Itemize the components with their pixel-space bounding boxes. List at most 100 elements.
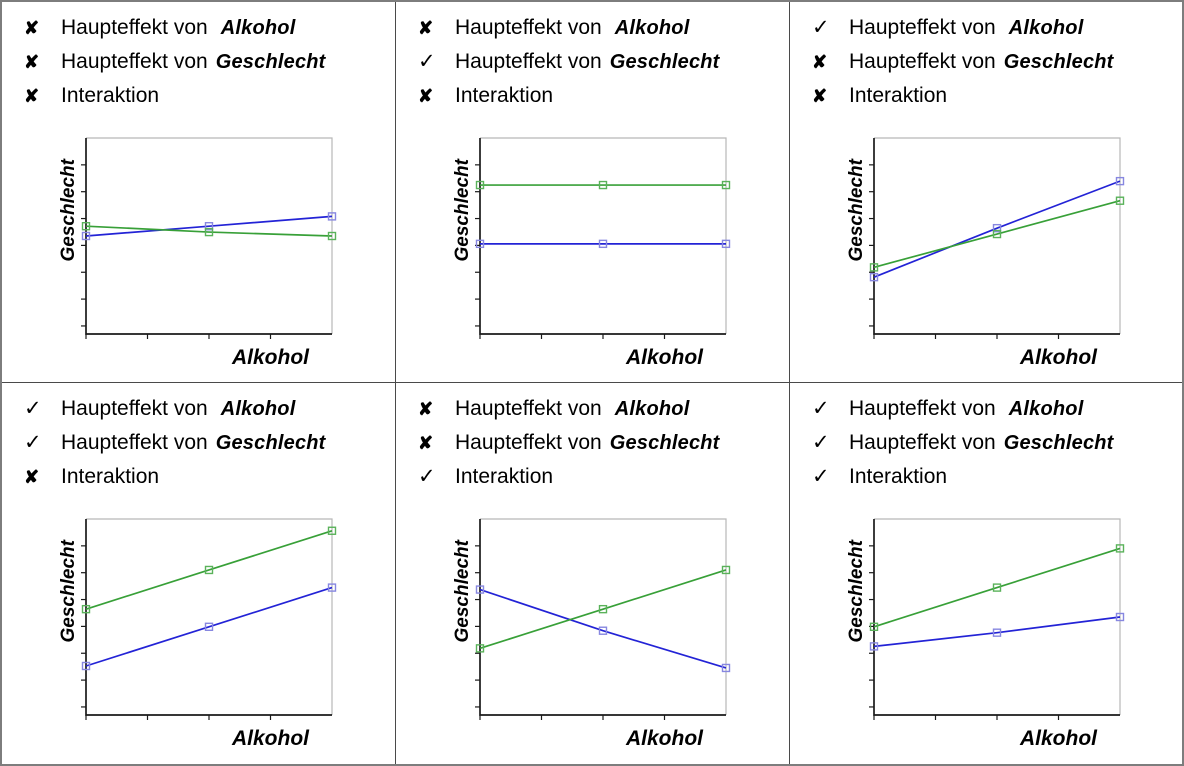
effect-label: Interaktion: [849, 84, 948, 107]
square-marker-icon: [992, 583, 1002, 592]
interaction-plot: Alkohol Geschlecht: [846, 137, 1125, 369]
square-marker-icon: [598, 180, 608, 190]
effect-label: Haupteffekt von: [849, 397, 996, 420]
square-marker-icon: [721, 663, 731, 673]
square-marker-icon: [204, 622, 214, 632]
effect-label: Interaktion: [455, 84, 554, 107]
panel-no-effects: ✘ Haupteffekt von Alkohol ✘ Haupteffekt von…: [2, 2, 396, 383]
effect-label: Interaktion: [849, 465, 948, 488]
square-marker-icon: [1115, 544, 1125, 553]
square-marker-icon: [992, 628, 1002, 637]
cross-icon: ✘: [418, 86, 434, 106]
factor-label: Geschlecht: [609, 432, 720, 454]
effect-label: Interaktion: [61, 84, 160, 107]
data-line-gruen: [85, 529, 333, 610]
effect-row-geschlecht: ✓ Haupteffekt von Geschlecht: [418, 49, 720, 75]
effect-row-alkohol: ✓ Haupteffekt von Alkohol: [24, 396, 326, 422]
x-axis-label: Alkohol: [1019, 727, 1098, 750]
effect-label: Haupteffekt von: [61, 431, 208, 454]
square-marker-icon: [598, 604, 608, 614]
x-axis-label: Alkohol: [1019, 346, 1098, 369]
square-marker-icon: [327, 583, 337, 592]
effect-label: Haupteffekt von: [455, 431, 602, 454]
interaction-plot: Alkohol Geschlecht: [846, 518, 1125, 750]
effect-label: Haupteffekt von: [455, 50, 602, 73]
square-marker-icon: [598, 626, 608, 635]
effect-row-interaktion: ✘ Interaktion: [812, 83, 1114, 109]
panel-both-main-effects: ✓ Haupteffekt von Alkohol ✓ Haupteffekt von…: [2, 383, 396, 764]
x-axis-label: Alkohol: [625, 727, 704, 750]
square-marker-icon: [204, 221, 214, 231]
interaction-plot: Alkohol Geschlecht: [58, 137, 337, 369]
square-marker-icon: [1115, 176, 1125, 186]
effect-row-geschlecht: ✘ Haupteffekt von Geschlecht: [812, 49, 1114, 75]
factor-label: Alkohol: [614, 398, 690, 420]
square-marker-icon: [475, 585, 485, 594]
cross-icon: ✘: [812, 52, 828, 72]
plot-frame: [480, 137, 727, 334]
factor-label: Alkohol: [220, 398, 296, 420]
effect-row-geschlecht: ✓ Haupteffekt von Geschlecht: [812, 430, 1114, 456]
effect-label: Haupteffekt von: [61, 50, 208, 73]
cross-icon: ✘: [24, 86, 40, 106]
factor-label: Geschlecht: [215, 51, 326, 73]
plot-frame: [480, 518, 727, 715]
check-icon: ✓: [418, 50, 436, 73]
effects-checklist: ✓ Haupteffekt von Alkohol ✓ Haupteffekt von…: [24, 396, 326, 490]
y-axis-label: Geschlecht: [58, 158, 79, 261]
axis: [873, 138, 1120, 335]
effect-row-geschlecht: ✓ Haupteffekt von Geschlecht: [24, 430, 326, 456]
factor-label: Alkohol: [1008, 398, 1084, 420]
axis: [479, 519, 726, 716]
effect-label: Haupteffekt von: [849, 431, 996, 454]
effect-label: Haupteffekt von: [455, 16, 602, 39]
effect-label: Haupteffekt von: [849, 50, 996, 73]
square-marker-icon: [81, 661, 91, 671]
cross-icon: ✘: [24, 18, 40, 38]
interaction-plot: Alkohol Geschlecht: [58, 518, 337, 750]
check-icon: ✓: [812, 397, 830, 420]
data-line-blau: [85, 215, 333, 237]
effect-label: Haupteffekt von: [455, 397, 602, 420]
effect-row-alkohol: ✘ Haupteffekt von Alkohol: [418, 396, 720, 422]
check-icon: ✓: [418, 465, 436, 488]
panel-main-effect-alkohol: ✓ Haupteffekt von Alkohol ✘ Haupteffekt von…: [790, 2, 1182, 383]
square-marker-icon: [721, 180, 731, 190]
square-marker-icon: [869, 642, 879, 651]
factor-label: Geschlecht: [1003, 51, 1114, 73]
cross-icon: ✘: [418, 433, 434, 453]
square-marker-icon: [327, 526, 337, 535]
effect-label: Haupteffekt von: [61, 397, 208, 420]
factor-label: Alkohol: [614, 17, 690, 39]
plot-frame: [86, 518, 333, 715]
y-axis-label: Geschlecht: [846, 158, 867, 261]
y-axis-label: Geschlecht: [846, 539, 867, 642]
factor-label: Alkohol: [1008, 17, 1084, 39]
square-marker-icon: [204, 227, 214, 237]
factor-label: Geschlecht: [609, 51, 720, 73]
check-icon: ✓: [24, 397, 42, 420]
effect-row-interaktion: ✓ Interaktion: [418, 464, 720, 490]
cross-icon: ✘: [418, 399, 434, 419]
square-marker-icon: [721, 239, 731, 249]
square-marker-icon: [81, 604, 91, 614]
square-marker-icon: [81, 221, 91, 231]
square-marker-icon: [475, 644, 485, 653]
effects-checklist: ✘ Haupteffekt von Alkohol ✓ Haupteffekt von…: [418, 15, 720, 109]
effect-label: Haupteffekt von: [849, 16, 996, 39]
effect-row-geschlecht: ✘ Haupteffekt von Geschlecht: [418, 430, 720, 456]
square-marker-icon: [327, 231, 337, 241]
panel-all-effects: ✓ Haupteffekt von Alkohol ✓ Haupteffekt von…: [790, 383, 1182, 764]
data-line-gruen: [85, 225, 333, 237]
axis: [873, 519, 1120, 716]
data-line-blau: [85, 586, 333, 667]
panel-main-effect-geschlecht: ✘ Haupteffekt von Alkohol ✓ Haupteffekt von…: [396, 2, 790, 383]
effect-label: Interaktion: [61, 465, 160, 488]
effect-row-interaktion: ✘ Interaktion: [24, 83, 326, 109]
effect-row-alkohol: ✓ Haupteffekt von Alkohol: [812, 15, 1114, 41]
cross-icon: ✘: [24, 467, 40, 487]
axis: [85, 519, 332, 716]
cross-icon: ✘: [418, 18, 434, 38]
check-icon: ✓: [812, 16, 830, 39]
